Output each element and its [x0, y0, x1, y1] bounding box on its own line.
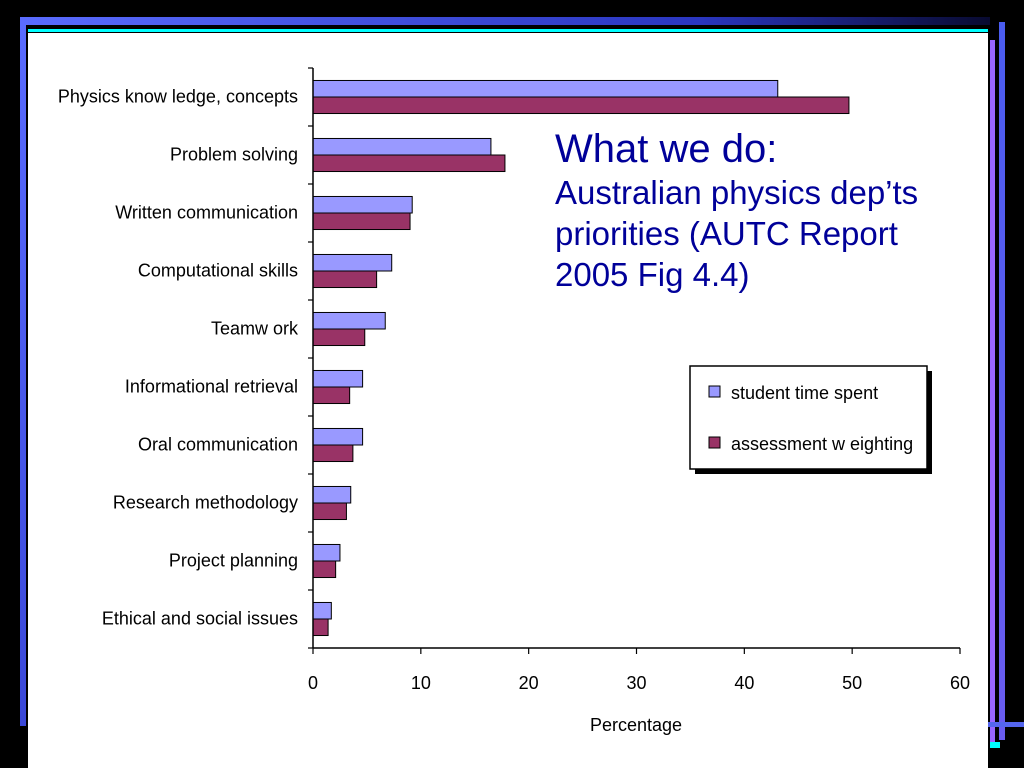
bar-student-time-spent-ethical-and-social-issues — [312, 601, 332, 620]
bar-assessment-w-eighting-project-planning — [312, 560, 337, 579]
bar-student-time-spent-written-communication — [312, 195, 413, 214]
bar-student-time-spent-teamw-ork — [312, 311, 386, 330]
category-label-informational-retrieval: Informational retrieval — [125, 377, 298, 397]
slide-subtitle-line-1: Australian physics dep’ts — [555, 174, 918, 211]
slide-border-right-purple — [990, 40, 995, 744]
x-tick-label: 60 — [950, 673, 970, 693]
bar-assessment-w-eighting-research-methodology — [312, 502, 347, 521]
category-label-physics-know-ledge-concepts: Physics know ledge, concepts — [58, 87, 298, 107]
bar-student-time-spent-physics-know-ledge-concepts — [312, 79, 779, 98]
category-label-teamw-ork: Teamw ork — [211, 319, 299, 339]
category-label-research-methodology: Research methodology — [113, 493, 298, 513]
legend-label-student-time-spent: student time spent — [731, 383, 878, 403]
x-tick-label: 20 — [519, 673, 539, 693]
category-label-ethical-and-social-issues: Ethical and social issues — [102, 609, 298, 629]
legend-swatch-student-time-spent — [708, 385, 721, 398]
bar-student-time-spent-informational-retrieval — [312, 369, 364, 388]
x-tick-label: 0 — [308, 673, 318, 693]
slide-border-left — [20, 22, 26, 726]
bar-assessment-w-eighting-problem-solving — [312, 154, 506, 173]
slide-border-top — [20, 17, 990, 25]
slide-border-right-blue — [999, 22, 1005, 740]
bar-assessment-w-eighting-informational-retrieval — [312, 386, 351, 405]
bar-assessment-w-eighting-physics-know-ledge-concepts — [312, 96, 850, 115]
slide-subtitle-line-2: priorities (AUTC Report — [555, 215, 898, 252]
x-tick-label: 50 — [842, 673, 862, 693]
slide-subtitle-line-3: 2005 Fig 4.4) — [555, 256, 749, 293]
legend: student time spent assessment w eighting — [689, 365, 932, 474]
bar-assessment-w-eighting-ethical-and-social-issues — [312, 618, 329, 637]
bar-student-time-spent-oral-communication — [312, 427, 364, 446]
slide-border-top-cyan — [28, 29, 988, 32]
x-tick-label: 40 — [734, 673, 754, 693]
bar-student-time-spent-research-methodology — [312, 485, 352, 504]
legend-box — [689, 365, 928, 470]
category-label-oral-communication: Oral communication — [138, 435, 298, 455]
legend-label-assessment-weighting: assessment w eighting — [731, 434, 913, 454]
x-axis-title: Percentage — [590, 715, 682, 735]
category-label-problem-solving: Problem solving — [170, 145, 298, 165]
bar-assessment-w-eighting-oral-communication — [312, 444, 354, 463]
slide-title: What we do: — [555, 127, 777, 171]
bar-chart: Physics know ledge, concepts Problem solv… — [58, 67, 970, 693]
slide-border-bottom-right-blue — [988, 722, 1024, 727]
category-label-written-communication: Written communication — [115, 203, 298, 223]
x-tick-label: 30 — [626, 673, 646, 693]
bar-student-time-spent-project-planning — [312, 543, 341, 562]
category-label-project-planning: Project planning — [169, 551, 298, 571]
bar-assessment-w-eighting-written-communication — [312, 212, 411, 231]
bar-assessment-w-eighting-teamw-ork — [312, 328, 366, 347]
category-label-computational-skills: Computational skills — [138, 261, 298, 281]
x-tick-label: 10 — [411, 673, 431, 693]
bar-student-time-spent-computational-skills — [312, 253, 393, 272]
slide-border-bottom-right-cyan — [990, 742, 1000, 748]
bar-student-time-spent-problem-solving — [312, 137, 492, 156]
legend-swatch-assessment-weighting — [708, 436, 721, 449]
bar-assessment-w-eighting-computational-skills — [312, 270, 378, 289]
